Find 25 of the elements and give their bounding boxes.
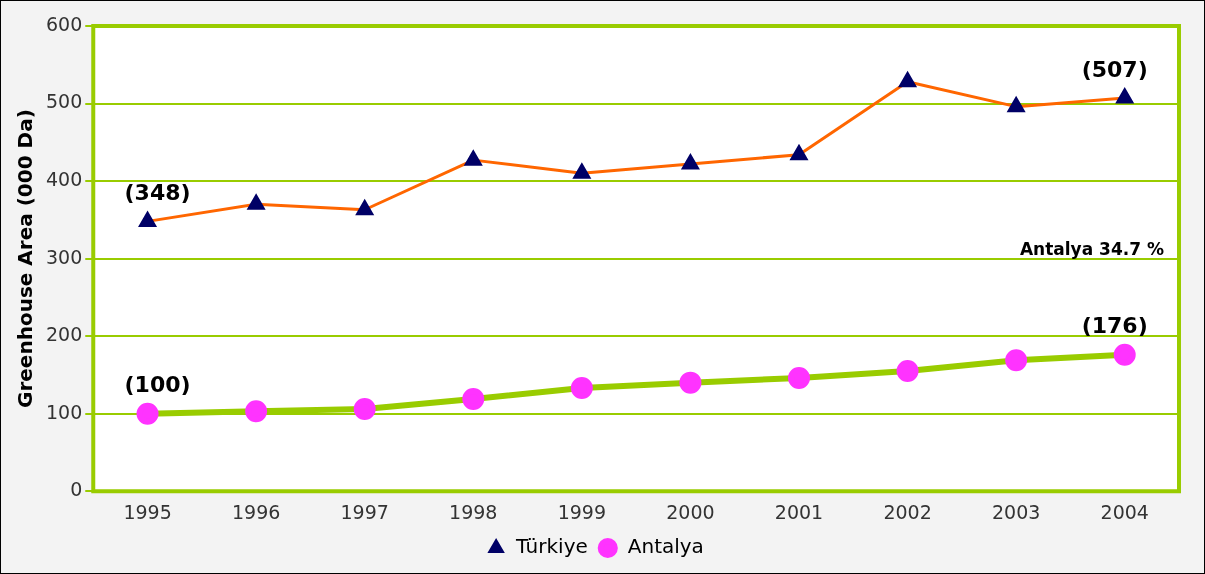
y-tick-label: 500 [46, 90, 83, 113]
y-tick-label: 400 [46, 168, 83, 190]
x-tick-label: 1999 [557, 500, 607, 523]
x-tick-label: 1997 [340, 500, 389, 523]
y-tick-label: 100 [46, 400, 83, 423]
annotation: (176) [1081, 313, 1148, 339]
annotation: Antalya 34.7 % [1019, 238, 1164, 259]
x-tick-label: 2002 [883, 500, 932, 523]
x-tick-label: 1998 [449, 500, 498, 523]
y-tick-label: 600 [46, 12, 83, 35]
x-tick-label: 2001 [774, 500, 824, 523]
legend-label: Türkiye [515, 534, 588, 559]
y-tick-label: 0 [70, 478, 83, 501]
x-tick-label: 2000 [666, 500, 715, 523]
y-tick-label: 200 [46, 323, 83, 346]
x-tick-label: 2004 [1100, 500, 1149, 523]
annotation: (507) [1081, 56, 1148, 82]
legend-label: Antalya [627, 534, 704, 559]
annotation: (100) [124, 372, 191, 398]
y-tick-label: 300 [46, 245, 83, 268]
x-tick-label: 1995 [123, 500, 172, 523]
annotation: (348) [124, 180, 191, 206]
x-tick-label: 1996 [231, 500, 281, 523]
x-tick-label: 2003 [991, 500, 1041, 523]
y-axis-title: Greenhouse Area (000 Da) [13, 109, 38, 408]
